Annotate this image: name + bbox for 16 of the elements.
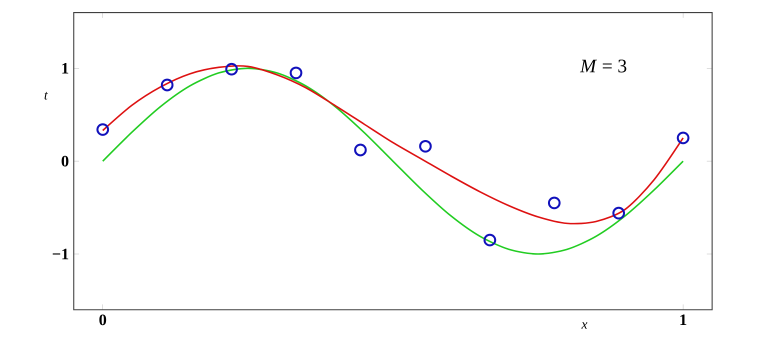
y-tick-label: 1 xyxy=(62,62,68,74)
point xyxy=(160,78,174,92)
point xyxy=(612,206,626,220)
point xyxy=(419,140,432,153)
y-axis-title: t xyxy=(44,92,48,100)
y-tick-label: −1 xyxy=(52,248,68,260)
point xyxy=(354,144,367,156)
annotation: M = 3 xyxy=(580,60,626,72)
x-axis-title: x xyxy=(581,322,588,329)
y-tick-label: 0 xyxy=(62,156,68,167)
point xyxy=(548,196,561,210)
point xyxy=(290,66,302,80)
point xyxy=(225,62,238,76)
point xyxy=(676,132,690,144)
point xyxy=(484,234,496,246)
point xyxy=(96,123,110,136)
